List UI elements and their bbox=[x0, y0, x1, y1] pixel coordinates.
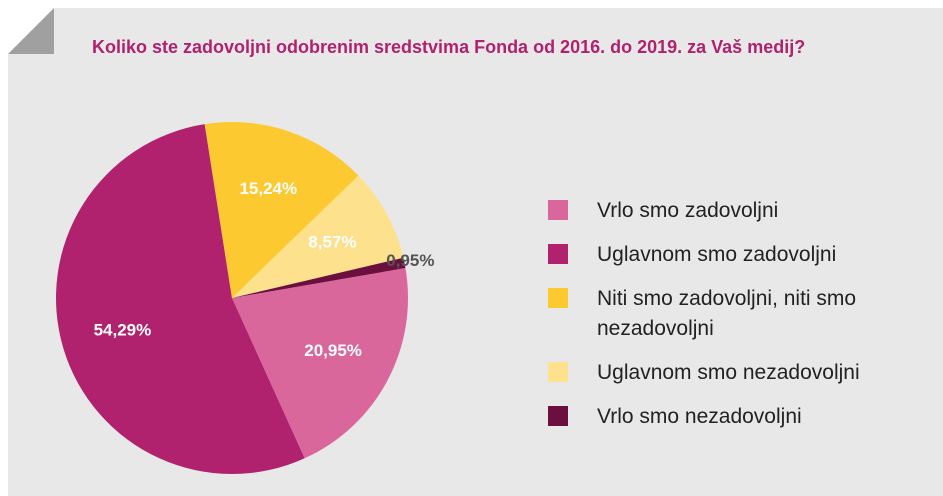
pie-slice bbox=[56, 124, 305, 475]
legend-item: Niti smo zadovoljni, niti smo nezadovolj… bbox=[548, 284, 893, 344]
legend: Vrlo smo zadovoljni Uglavnom smo zadovolj… bbox=[548, 196, 893, 446]
data-label: 15,24% bbox=[239, 179, 297, 198]
legend-item: Uglavnom smo zadovoljni bbox=[548, 240, 893, 270]
data-label: 8,57% bbox=[308, 233, 356, 252]
pie-slice bbox=[204, 122, 359, 298]
legend-item: Uglavnom smo nezadovoljni bbox=[548, 358, 893, 388]
chart-title: Koliko ste zadovoljni odobrenim sredstvi… bbox=[92, 37, 806, 57]
legend-item: Vrlo smo zadovoljni bbox=[548, 196, 893, 226]
legend-label: Uglavnom smo zadovoljni bbox=[597, 243, 837, 266]
pie-slice bbox=[232, 257, 406, 298]
legend-swatch bbox=[548, 200, 568, 220]
legend-swatch bbox=[548, 288, 568, 308]
legend-label: Vrlo smo zadovoljni bbox=[597, 199, 779, 222]
data-label: 20,95% bbox=[304, 341, 362, 360]
pie-slice bbox=[232, 175, 404, 298]
pie-slice bbox=[232, 268, 408, 459]
legend-item: Vrlo smo nezadovoljni bbox=[548, 402, 893, 432]
data-label: 0,95% bbox=[386, 251, 434, 270]
legend-swatch bbox=[548, 406, 568, 426]
legend-swatch bbox=[548, 362, 568, 382]
legend-label: Vrlo smo nezadovoljni bbox=[597, 405, 802, 428]
legend-label: Uglavnom smo nezadovoljni bbox=[597, 361, 860, 384]
legend-label: Niti smo zadovoljni, niti smo nezadovolj… bbox=[597, 287, 857, 340]
legend-swatch bbox=[548, 244, 568, 264]
data-label: 54,29% bbox=[94, 320, 152, 339]
corner-fold bbox=[8, 8, 54, 54]
